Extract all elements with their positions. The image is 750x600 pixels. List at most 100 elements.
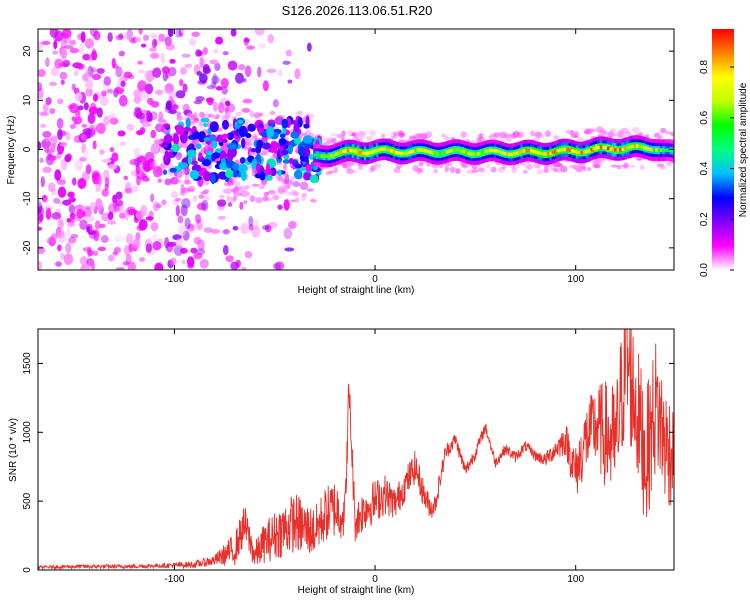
- spectrogram-cell: [438, 152, 442, 156]
- spectrogram-cell: [361, 151, 365, 155]
- spectrogram-cell: [100, 96, 109, 107]
- spectrogram-cell: [41, 40, 51, 46]
- spectrogram-cell: [113, 234, 124, 242]
- spectrogram-cell: [232, 225, 239, 231]
- spectrogram-cell: [198, 73, 208, 84]
- spectrogram-cell: [150, 143, 161, 155]
- spectrogram-cell: [134, 147, 141, 159]
- spectrogram-cell: [664, 148, 669, 152]
- spectrogram-cell: [97, 174, 102, 186]
- spectrogram-cell: [252, 133, 258, 140]
- spectrogram-cell: [88, 106, 99, 115]
- spectrogram-cell: [119, 141, 127, 146]
- spectrogram-cell: [80, 31, 86, 43]
- spectrogram-cell: [585, 129, 590, 134]
- spectrogram-cell: [467, 151, 471, 156]
- spectrogram-cell: [243, 137, 252, 145]
- spectrogram-cell: [127, 74, 135, 79]
- spectrogram-cell: [269, 110, 276, 116]
- spectrogram-cell: [137, 80, 147, 92]
- spectrogram-cell: [171, 143, 180, 153]
- spectrogram-cell: [346, 148, 351, 153]
- spectrogram-cell: [414, 148, 418, 153]
- spectrogram-cell: [197, 239, 205, 251]
- spectrogram-cell: [611, 147, 616, 152]
- spectrogram-cell: [62, 31, 72, 44]
- spectrogram-cell: [318, 153, 322, 158]
- spectrogram-cell: [662, 148, 666, 152]
- spectrogram-cell: [174, 197, 182, 202]
- spectrogram-cell: [397, 151, 401, 156]
- spectrogram-cell: [366, 151, 370, 155]
- spectrogram-cell: [325, 154, 329, 159]
- spectrogram-cell: [199, 258, 209, 269]
- spectrogram-cell: [85, 87, 93, 97]
- spectrogram-y-ticks: -20 -10 0 10 20: [22, 45, 674, 255]
- spectrogram-cell: [262, 225, 270, 231]
- spectrogram-cell: [357, 165, 364, 171]
- spectrogram-cell: [74, 116, 83, 125]
- spectrogram-cell: [183, 179, 192, 185]
- spectrogram-cell: [582, 150, 587, 154]
- spectrogram-cell: [537, 151, 541, 155]
- spectrogram-cell: [77, 178, 87, 189]
- spectrogram-cell: [667, 148, 671, 152]
- spectrogram-cell: [211, 140, 218, 149]
- spectrogram-heatmap: [38, 29, 674, 270]
- spectrogram-cell: [328, 170, 335, 174]
- spectrogram-cell: [282, 60, 291, 65]
- spectrogram-cell: [42, 166, 52, 174]
- colorbar-gradient: [712, 29, 734, 270]
- spectrogram-cell: [281, 118, 289, 129]
- spectrogram-cell: [222, 138, 228, 143]
- spectrogram-cell: [498, 150, 503, 154]
- spectrogram-cell: [561, 147, 565, 152]
- spectrogram-cell: [79, 219, 88, 231]
- spectrogram-cell: [515, 151, 519, 155]
- spectrogram-cell: [96, 67, 105, 74]
- spectrogram-cell: [284, 247, 295, 252]
- spectrogram-cell: [58, 130, 67, 137]
- spectrogram-cell: [460, 149, 464, 153]
- spectrogram-cell: [303, 147, 311, 158]
- spectrogram-cell: [418, 160, 424, 167]
- spectrogram-cell: [332, 153, 336, 157]
- spectrogram-cell: [247, 123, 256, 132]
- spectrogram-cell: [660, 127, 667, 134]
- spectrogram-cell: [73, 70, 79, 77]
- spectrogram-cell: [161, 88, 172, 94]
- spectrogram-cell: [223, 181, 231, 187]
- spectrogram-cell: [203, 137, 210, 142]
- spectrogram-cell: [254, 29, 265, 36]
- spectrogram-cell: [190, 247, 198, 254]
- spectrogram-cell: [380, 147, 385, 152]
- spectrogram-cell: [603, 132, 610, 136]
- spectrogram-cell: [440, 151, 445, 156]
- spectrogram-cell: [240, 222, 250, 235]
- spectrogram-cell: [209, 59, 219, 65]
- spectrogram-cell: [186, 149, 197, 158]
- spectrogram-cell: [124, 182, 132, 193]
- spectrogram-cell: [275, 261, 285, 270]
- spectrogram-cell: [143, 176, 150, 182]
- spectrogram-cell: [238, 64, 246, 71]
- spectrogram-cell: [306, 188, 314, 192]
- spectrogram-cell: [568, 148, 572, 152]
- colorbar-tick-label: 0.2: [699, 212, 710, 226]
- spectrogram-cell: [232, 162, 240, 172]
- spectrogram-cell: [140, 220, 146, 228]
- spectrogram-cell: [474, 152, 478, 156]
- spectrogram-cell: [143, 70, 153, 81]
- spectrogram-cell: [107, 113, 118, 124]
- spectrogram-cell: [665, 161, 673, 167]
- x-tick-label: 100: [567, 574, 584, 585]
- spectrogram-cell: [455, 148, 459, 152]
- spectrogram-cell: [342, 149, 346, 154]
- spectrogram-cell: [469, 152, 474, 156]
- spectrogram-cell: [118, 33, 124, 40]
- spectrogram-cell: [220, 77, 229, 89]
- spectrogram-cell: [248, 223, 254, 231]
- spectrogram-cell: [399, 151, 404, 156]
- spectrogram-cell: [149, 33, 159, 39]
